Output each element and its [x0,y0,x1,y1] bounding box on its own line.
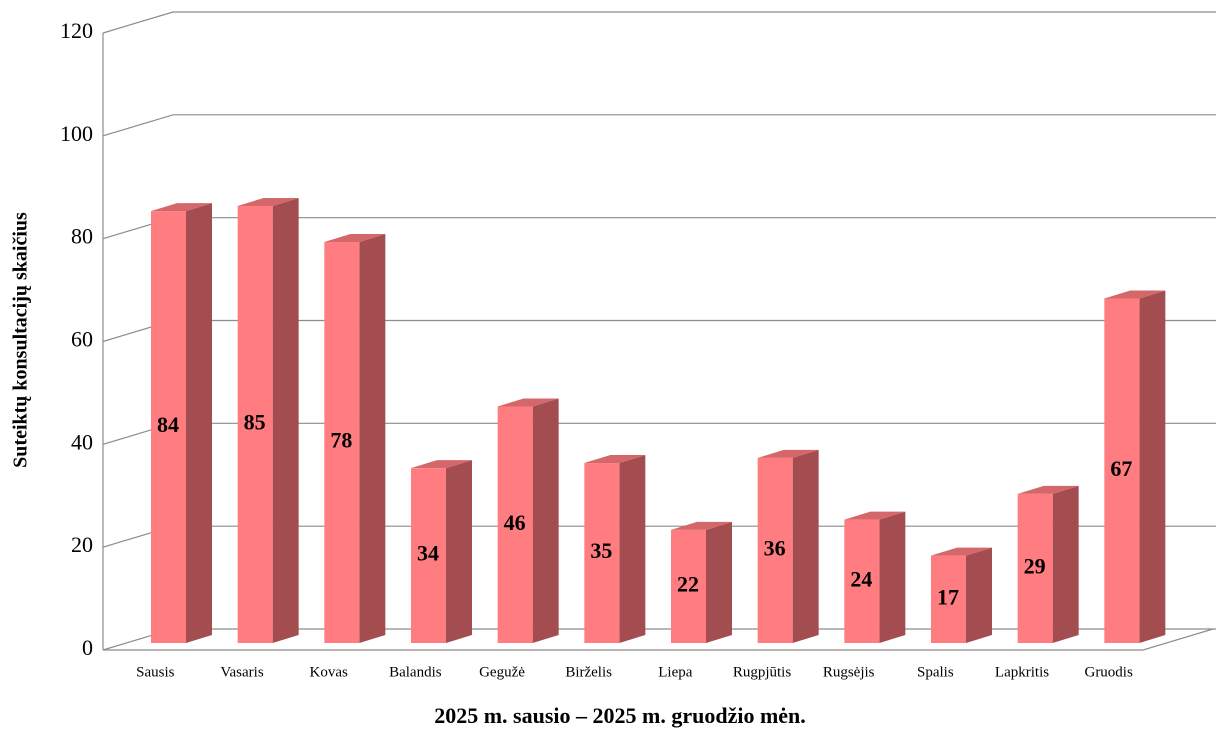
bar-side [966,547,992,643]
bar-top [411,460,472,469]
bar-top [497,398,559,407]
bar [151,211,186,643]
grid-line [102,114,1216,137]
bar-top [584,455,646,464]
x-tick-label: Lapkritis [995,664,1049,680]
data-label: 46 [504,510,526,535]
y-tick-label: 80 [71,224,93,249]
bar-side [1139,290,1166,643]
bar-top [671,521,732,530]
data-label: 84 [157,412,179,437]
bar-top [1017,485,1079,494]
bar [1104,298,1140,643]
y-tick-label: 20 [71,532,93,557]
data-label: 35 [590,538,612,563]
data-label: 22 [677,571,699,596]
x-tick-label: Kovas [310,664,348,680]
bar-side [359,233,386,643]
x-tick-label: Gruodis [1084,664,1132,680]
bar [411,468,446,643]
bar-side [792,449,819,643]
bar [237,205,273,644]
y-tick-label: 120 [60,18,93,43]
bar-top [151,203,212,212]
data-label: 67 [1110,456,1132,481]
bar-side [446,460,472,643]
bar-side [186,203,212,643]
data-label: 36 [764,535,786,560]
bar [671,529,706,643]
y-tick-label: 60 [71,327,93,352]
x-tick-label: Liepa [658,664,692,680]
bar [931,555,966,643]
x-tick-label: Spalis [917,664,954,680]
bar [757,457,793,643]
y-tick-label: 100 [60,121,93,146]
x-tick-label: Sausis [136,664,175,680]
bar [324,241,360,643]
bar-side [1052,485,1079,643]
x-tick-label: Birželis [565,664,612,680]
grid-line [102,11,1216,34]
floor-edge [103,628,1214,651]
data-label: 85 [244,410,266,435]
x-tick-label: Gegužė [479,664,525,680]
bar [584,463,620,643]
bar-side [272,197,299,644]
bar-top [931,547,992,556]
bar-top [237,197,299,206]
y-tick-label: 40 [71,429,93,454]
bar [1017,493,1053,643]
x-tick-label: Balandis [389,664,442,680]
bar [844,519,880,643]
bar-side [532,398,559,643]
bar-top [324,233,386,242]
bar [497,406,533,643]
x-tick-label: Vasaris [220,664,263,680]
x-tick-label: Rugsėjis [823,664,875,680]
x-axis-title: 2025 m. sausio – 2025 m. gruodžio mėn. [434,703,806,728]
bar-side [619,455,646,643]
bar-top [1104,290,1166,299]
y-axis-title: Suteiktų konsultacijų skaičius [10,212,32,468]
bar-side [879,511,906,643]
bar-top [844,511,906,520]
data-label: 29 [1024,553,1046,578]
bar-side [706,521,732,643]
bar-top [757,449,819,458]
x-tick-label: Rugpjūtis [733,664,792,680]
data-label: 78 [330,428,352,453]
data-label: 24 [850,566,872,591]
data-label: 17 [937,584,959,609]
y-tick-label: 0 [82,635,93,660]
data-label: 34 [417,541,439,566]
